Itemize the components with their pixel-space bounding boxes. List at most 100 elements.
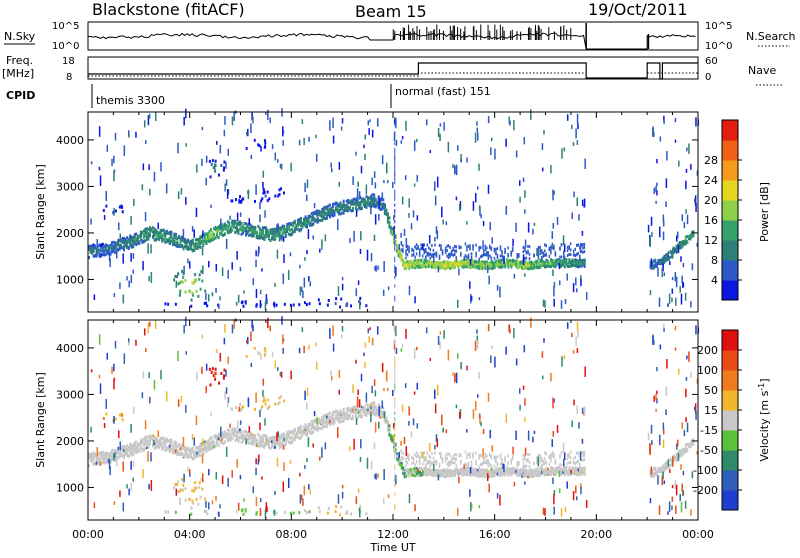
power-cell [190,305,192,308]
power-cell [676,277,678,288]
velocity-cell [192,447,194,450]
velocity-cell [407,456,409,459]
power-cell [237,213,239,221]
power-cell [370,206,372,215]
power-cell [368,120,370,125]
power-cell [394,284,395,287]
power-cell [308,137,310,142]
velocity-cell [414,464,416,467]
velocity-cell [486,455,488,458]
velocity-cell [234,428,236,431]
power-cell [115,209,117,212]
power-cell [155,112,157,121]
power-cell [396,140,398,146]
power-cell [413,210,415,217]
power-cell [201,159,203,166]
power-cell [454,167,456,174]
power-cell [575,128,577,138]
velocity-cell [439,452,441,455]
power-cell [253,278,255,285]
power-cell [371,178,373,185]
power-cell [374,171,376,178]
power-cell [218,174,220,177]
power-cell [655,186,657,192]
power-cell [364,154,366,160]
power-cell [445,249,447,252]
velocity-cell [411,457,413,460]
power-cell [259,202,261,209]
velocity-cell [469,452,471,455]
velocity-cell [411,462,413,465]
power-cell [465,242,467,245]
velocity-cell [340,409,342,412]
power-cell [185,109,187,119]
power-cell [456,250,458,253]
power-cell [359,300,361,310]
power-cell [566,273,568,280]
velocity-cell [414,453,416,456]
power-cell [557,217,559,225]
power-cell [306,250,308,254]
power-cell [573,253,575,256]
power-cell [542,168,544,172]
power-cell [660,136,662,141]
power-cell [327,304,329,307]
power-cell [466,157,468,162]
power-cell [371,253,373,261]
power-cell [132,245,134,248]
power-cell [383,290,385,296]
power-cell [675,118,677,122]
power-cell [308,229,310,239]
power-cell [568,253,570,256]
power-cell [665,201,667,207]
power-cell [124,145,126,156]
power-cell [314,203,316,208]
power-cell [360,231,362,240]
power-cell [469,244,471,247]
power-cell [524,257,526,260]
power-cell [365,135,367,140]
power-cell [549,247,551,250]
power-cell [246,132,248,136]
power-cell [416,175,418,182]
power-cell [215,160,217,163]
power-cell [356,288,358,296]
velocity-cell [478,454,480,457]
power-cell [466,248,468,251]
power-cell [258,251,260,256]
power-cell [260,300,262,308]
power-cell [559,246,561,249]
velocity-cell [228,429,230,432]
power-cell [573,250,575,253]
power-cell [650,290,652,295]
velocity-cell [329,412,331,415]
power-cell [552,190,554,201]
velocity-cell [428,460,430,463]
power-cell [512,239,514,247]
velocity-cell [436,463,438,466]
velocity-cell [472,452,474,455]
power-cell [343,212,345,215]
power-cell [261,268,263,271]
power-cell [316,154,318,162]
power-cell [405,175,407,180]
power-cell [402,136,404,139]
power-cell [457,145,459,151]
velocity-cell [497,464,499,467]
power-cell [266,298,268,304]
power-cell [294,220,296,223]
power-cell [130,216,132,225]
velocity-cell [312,431,314,434]
power-cell [352,176,354,185]
power-colorbar-tick-4: 20 [704,194,718,207]
power-cell [584,250,586,253]
power-cell [567,254,569,257]
power-cell [680,256,682,262]
power-cell [201,280,203,283]
power-cell [571,125,573,129]
power-cell [394,181,395,184]
velocity-cell [469,455,471,458]
power-cell [559,263,561,269]
velocity-cell [440,452,442,455]
power-cell [664,272,666,275]
